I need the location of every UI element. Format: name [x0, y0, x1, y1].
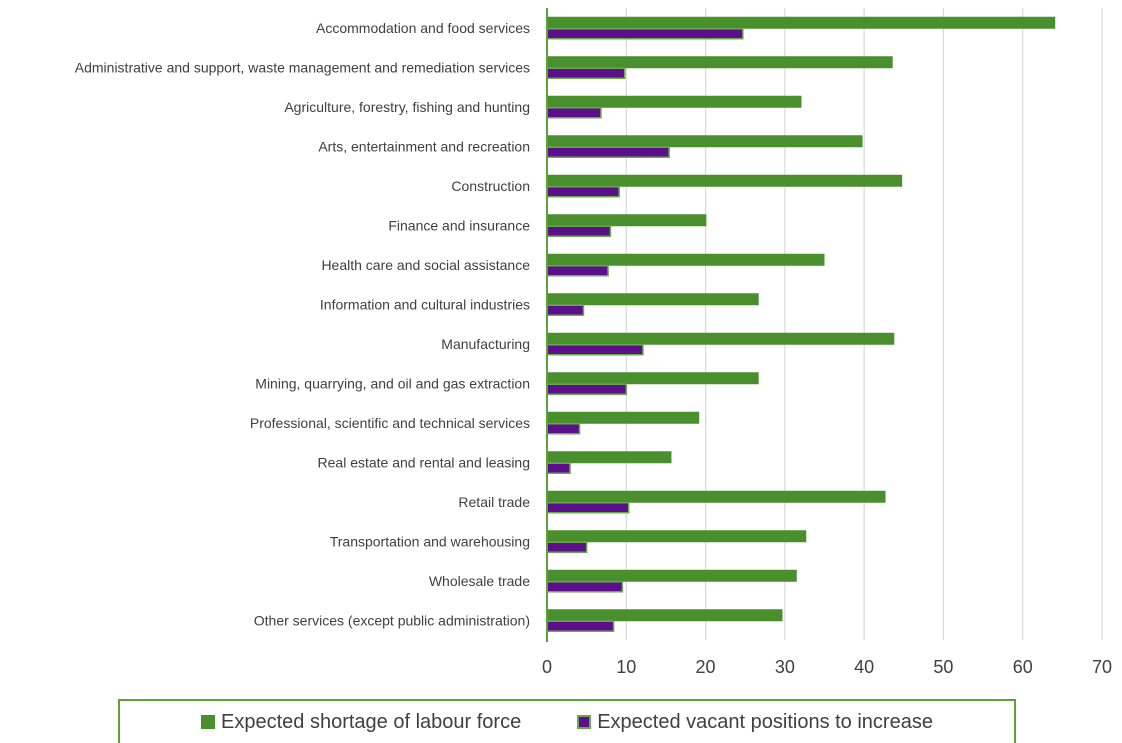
x-tick-label: 10	[616, 657, 636, 677]
x-tick-label: 60	[1013, 657, 1033, 677]
bar-shortage	[547, 214, 707, 227]
bar-vacant	[546, 581, 624, 593]
category-label: Accommodation and food services	[316, 20, 530, 36]
bar-vacant	[546, 541, 588, 553]
category-label: Wholesale trade	[429, 573, 530, 589]
bar-shortage	[547, 451, 672, 464]
bar-shortage	[547, 135, 863, 148]
category-label: Finance and insurance	[388, 217, 530, 233]
legend-label-vacant: Expected vacant positions to increase	[597, 710, 933, 733]
x-tick-label: 70	[1092, 657, 1112, 677]
category-label: Other services (except public administra…	[254, 612, 530, 628]
bar-vacant	[546, 225, 612, 237]
bar-vacant	[546, 28, 744, 40]
category-label: Real estate and rental and leasing	[318, 454, 530, 470]
bar-shortage	[547, 293, 759, 306]
bar-shortage	[547, 372, 759, 385]
bar-vacant	[546, 344, 644, 356]
legend-item-shortage: Expected shortage of labour force	[201, 711, 521, 734]
x-tick-label: 50	[933, 657, 953, 677]
category-label: Construction	[451, 178, 530, 194]
bar-vacant	[546, 67, 626, 79]
bar-shortage	[547, 332, 895, 345]
category-label: Manufacturing	[441, 336, 530, 352]
bar-vacant	[546, 146, 670, 158]
bar-vacant	[546, 462, 571, 474]
bar-vacant	[546, 107, 602, 119]
bar-shortage	[547, 411, 700, 424]
category-label: Health care and social assistance	[321, 257, 530, 273]
category-label: Transportation and warehousing	[330, 533, 530, 549]
legend-swatch-shortage	[201, 715, 216, 729]
bar-vacant	[546, 423, 581, 435]
category-labels: Accommodation and food services Administr…	[75, 20, 530, 629]
bar-vacant	[546, 383, 628, 395]
bar-vacant	[546, 304, 585, 316]
x-tick-labels: 0 10 20 30 40 50 60 70	[542, 657, 1112, 677]
bar-vacant	[546, 186, 620, 198]
bars	[546, 16, 1056, 632]
category-label: Administrative and support, waste manage…	[75, 59, 530, 75]
x-tick-label: 0	[542, 657, 552, 677]
category-label: Arts, entertainment and recreation	[318, 138, 530, 154]
legend: Expected shortage of labour force Expect…	[118, 699, 1016, 743]
x-tick-label: 20	[696, 657, 716, 677]
bar-shortage	[547, 174, 903, 187]
x-tick-label: 40	[854, 657, 874, 677]
bar-vacant	[546, 502, 630, 514]
x-tick-label: 30	[775, 657, 795, 677]
bar-shortage	[547, 95, 802, 108]
bar-vacant	[546, 620, 615, 632]
category-label: Mining, quarrying, and oil and gas extra…	[255, 375, 530, 391]
category-label: Agriculture, forestry, fishing and hunti…	[284, 99, 530, 115]
category-label: Retail trade	[458, 494, 530, 510]
legend-label-shortage: Expected shortage of labour force	[221, 710, 522, 733]
bar-shortage	[547, 16, 1056, 29]
bar-vacant	[546, 265, 609, 277]
bar-shortage	[547, 569, 797, 582]
bar-shortage	[547, 490, 886, 503]
legend-swatch-vacant	[577, 715, 592, 729]
bar-shortage	[547, 56, 893, 69]
category-label: Information and cultural industries	[320, 296, 530, 312]
legend-item-vacant: Expected vacant positions to increase	[577, 711, 933, 734]
bar-shortage	[547, 253, 825, 266]
category-label: Professional, scientific and technical s…	[250, 415, 530, 431]
bar-shortage	[547, 530, 807, 543]
bar-shortage	[547, 609, 783, 622]
gridlines	[625, 8, 1103, 640]
bar-chart: Accommodation and food services Administr…	[75, 8, 1112, 677]
